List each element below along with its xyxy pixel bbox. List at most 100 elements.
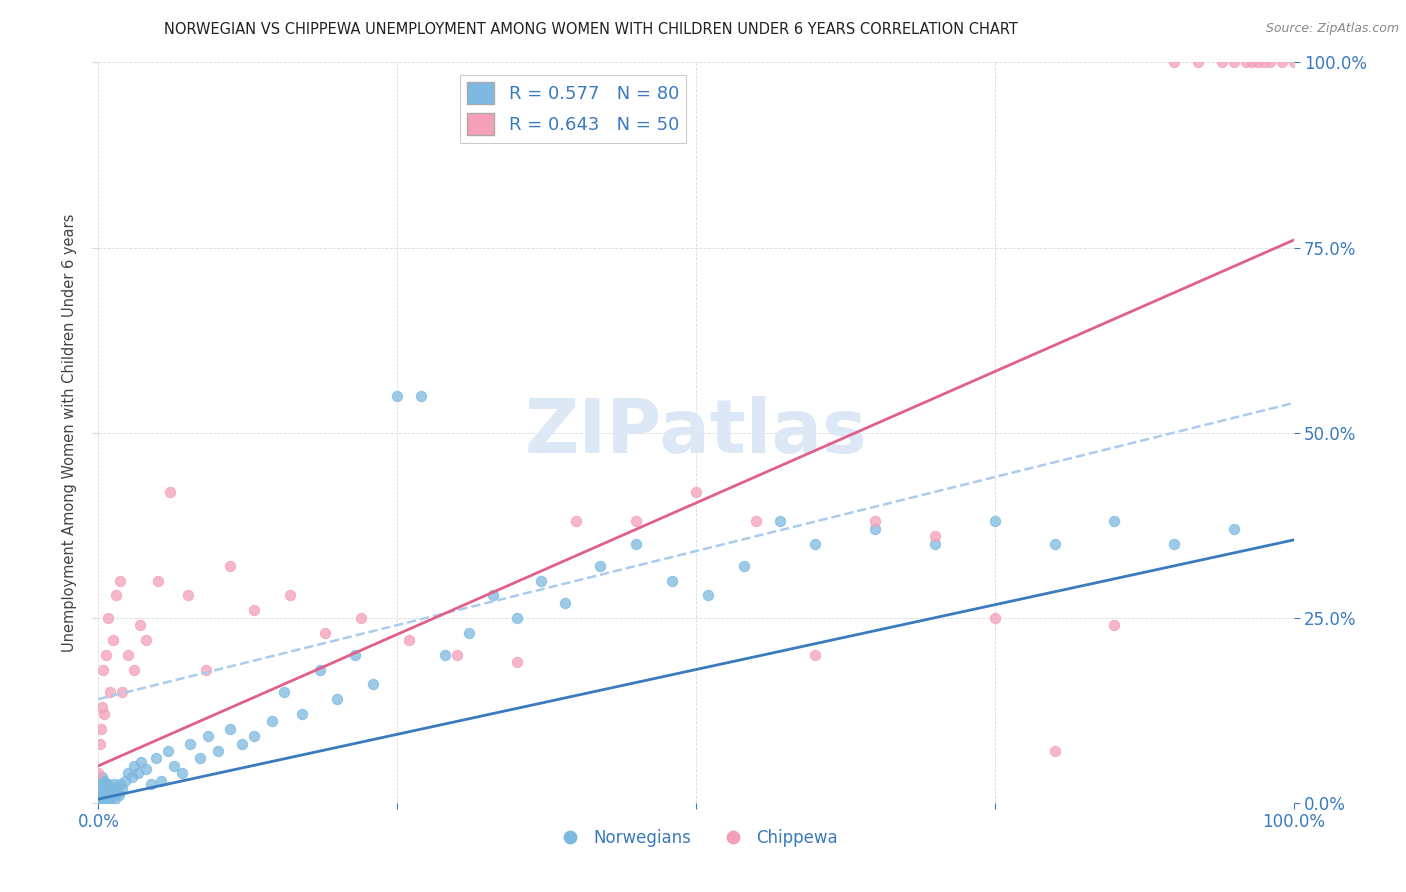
Text: Source: ZipAtlas.com: Source: ZipAtlas.com bbox=[1265, 22, 1399, 36]
Point bbox=[1187, 55, 1209, 70]
Point bbox=[1043, 744, 1066, 758]
Point bbox=[273, 685, 295, 699]
Point bbox=[107, 785, 129, 799]
Point bbox=[865, 522, 887, 536]
Point bbox=[90, 796, 112, 810]
Point bbox=[1104, 515, 1126, 529]
Point bbox=[243, 603, 266, 617]
Point bbox=[101, 789, 124, 803]
Point bbox=[458, 625, 481, 640]
Point bbox=[98, 685, 122, 699]
Point bbox=[163, 758, 186, 772]
Point bbox=[626, 536, 648, 550]
Point bbox=[385, 388, 409, 402]
Point bbox=[103, 777, 125, 791]
Point bbox=[344, 648, 367, 662]
Point bbox=[107, 789, 129, 803]
Point bbox=[124, 758, 146, 772]
Point bbox=[108, 777, 131, 791]
Point bbox=[278, 589, 301, 603]
Point bbox=[97, 792, 120, 806]
Point bbox=[188, 751, 211, 765]
Point bbox=[159, 484, 181, 499]
Point bbox=[1240, 55, 1263, 70]
Point bbox=[530, 574, 553, 588]
Point bbox=[350, 610, 373, 624]
Point bbox=[149, 773, 172, 788]
Point bbox=[117, 648, 139, 662]
Point bbox=[89, 792, 111, 806]
Point bbox=[117, 766, 139, 780]
Point bbox=[100, 785, 122, 799]
Point bbox=[108, 574, 131, 588]
Text: NORWEGIAN VS CHIPPEWA UNEMPLOYMENT AMONG WOMEN WITH CHILDREN UNDER 6 YEARS CORRE: NORWEGIAN VS CHIPPEWA UNEMPLOYMENT AMONG… bbox=[163, 22, 1018, 37]
Point bbox=[111, 685, 134, 699]
Point bbox=[105, 780, 128, 795]
Point bbox=[1104, 618, 1126, 632]
Point bbox=[90, 722, 112, 736]
Point bbox=[984, 610, 1007, 624]
Legend: Norwegians, Chippewa: Norwegians, Chippewa bbox=[547, 822, 845, 854]
Point bbox=[101, 632, 124, 647]
Point bbox=[91, 770, 114, 784]
Point bbox=[554, 596, 576, 610]
Point bbox=[139, 777, 162, 791]
Point bbox=[89, 737, 111, 751]
Point bbox=[90, 789, 112, 803]
Point bbox=[446, 648, 468, 662]
Point bbox=[768, 515, 790, 529]
Point bbox=[195, 663, 218, 677]
Point bbox=[733, 558, 755, 573]
Point bbox=[1247, 55, 1270, 70]
Point bbox=[105, 589, 128, 603]
Point bbox=[98, 789, 121, 803]
Point bbox=[131, 755, 153, 769]
Point bbox=[685, 484, 707, 499]
Point bbox=[96, 780, 118, 795]
Point bbox=[172, 766, 194, 780]
Point bbox=[243, 729, 266, 743]
Point bbox=[363, 677, 385, 691]
Point bbox=[91, 785, 114, 799]
Point bbox=[207, 744, 229, 758]
Point bbox=[135, 763, 157, 777]
Point bbox=[219, 558, 242, 573]
Point bbox=[156, 744, 179, 758]
Point bbox=[93, 796, 115, 810]
Point bbox=[98, 796, 122, 810]
Point bbox=[89, 773, 111, 788]
Point bbox=[481, 589, 505, 603]
Point bbox=[626, 515, 648, 529]
Point bbox=[219, 722, 242, 736]
Point bbox=[1234, 55, 1257, 70]
Point bbox=[589, 558, 612, 573]
Point bbox=[177, 589, 200, 603]
Point bbox=[315, 625, 337, 640]
Point bbox=[291, 706, 314, 721]
Point bbox=[924, 536, 946, 550]
Point bbox=[90, 777, 112, 791]
Point bbox=[745, 515, 768, 529]
Point bbox=[93, 789, 115, 803]
Point bbox=[398, 632, 420, 647]
Point bbox=[924, 529, 946, 543]
Point bbox=[94, 648, 117, 662]
Point bbox=[661, 574, 683, 588]
Point bbox=[804, 648, 827, 662]
Point bbox=[326, 692, 349, 706]
Point bbox=[148, 574, 170, 588]
Point bbox=[1223, 55, 1246, 70]
Point bbox=[111, 780, 134, 795]
Point bbox=[97, 777, 120, 791]
Point bbox=[97, 610, 120, 624]
Point bbox=[121, 770, 143, 784]
Point bbox=[984, 515, 1007, 529]
Point bbox=[91, 699, 114, 714]
Point bbox=[98, 780, 122, 795]
Point bbox=[1258, 55, 1281, 70]
Point bbox=[129, 618, 152, 632]
Point bbox=[96, 796, 118, 810]
Point bbox=[93, 773, 115, 788]
Point bbox=[506, 655, 529, 669]
Point bbox=[197, 729, 219, 743]
